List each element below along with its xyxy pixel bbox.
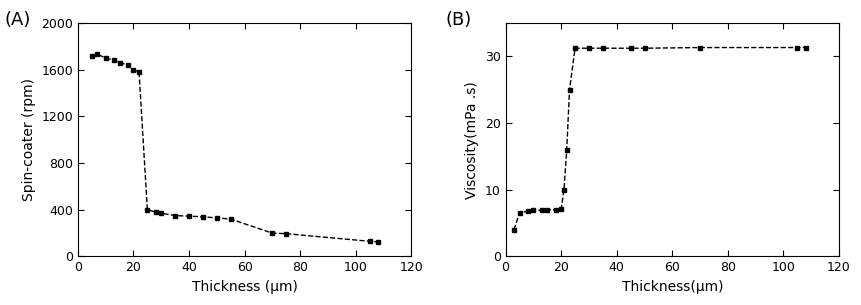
Text: (A): (A) <box>4 11 31 29</box>
X-axis label: Thickness (μm): Thickness (μm) <box>191 280 297 294</box>
Text: (B): (B) <box>445 11 471 29</box>
X-axis label: Thickness(μm): Thickness(μm) <box>621 280 722 294</box>
Y-axis label: Spin-coater (rpm): Spin-coater (rpm) <box>22 78 35 201</box>
Y-axis label: Viscosity(mPa .s): Viscosity(mPa .s) <box>465 81 479 199</box>
